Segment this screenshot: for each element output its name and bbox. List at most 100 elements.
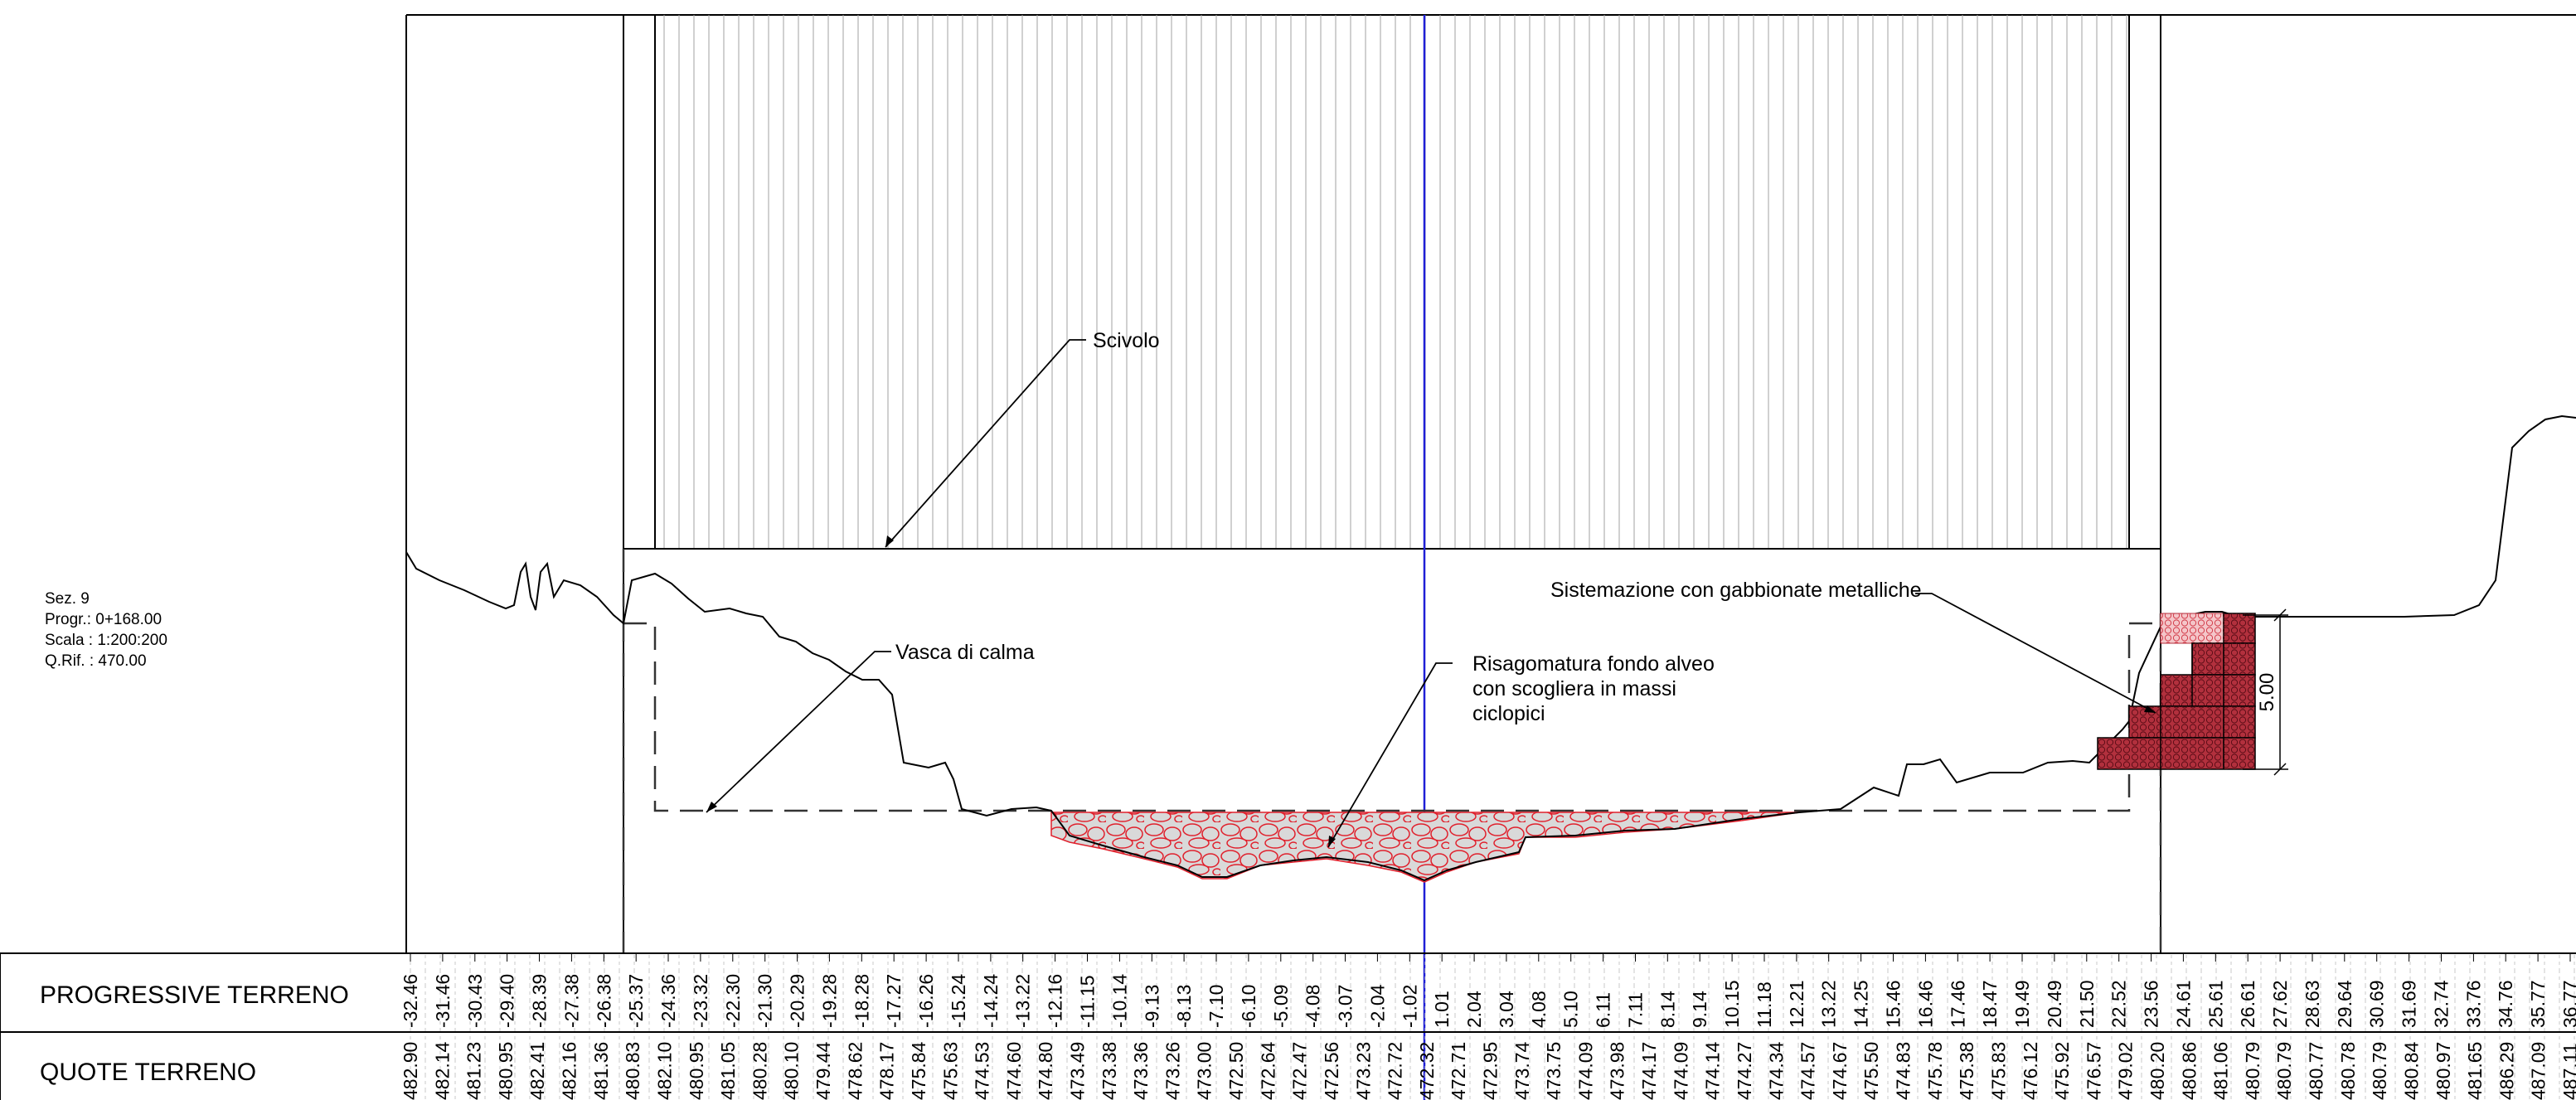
terrain-profile	[405, 414, 2576, 882]
progressive-value: 26.61	[2237, 980, 2258, 1028]
quote-value: 474.09	[1670, 1042, 1691, 1100]
progressive-value: 6.11	[1593, 992, 1614, 1028]
quote-value: 481.36	[590, 1042, 612, 1100]
leader-lines	[706, 339, 2156, 848]
progressive-value: 27.62	[2269, 980, 2291, 1028]
gabbionate-label: Sistemazione con gabbionate metalliche	[1550, 579, 1922, 602]
progressive-value: 24.61	[2172, 980, 2194, 1028]
gabion-wall	[2097, 613, 2256, 770]
quote-value: 480.83	[622, 1042, 643, 1100]
progressive-value: 4.08	[1528, 991, 1550, 1028]
progressive-value: -3.07	[1335, 985, 1356, 1028]
progressive-row-header: PROGRESSIVE TERRENO	[40, 981, 349, 1009]
quote-value: 474.09	[1574, 1042, 1596, 1100]
progressive-value: -30.43	[464, 974, 486, 1028]
data-table: PROGRESSIVE TERRENO QUOTE TERRENO -32.46…	[0, 952, 2576, 1100]
progressive-value: 14.25	[1851, 980, 1872, 1028]
quote-value: 472.95	[1480, 1042, 1501, 1100]
progressive-value: 16.46	[1914, 980, 1936, 1028]
quote-value: 482.14	[431, 1041, 453, 1100]
progressive-value: -25.37	[625, 974, 647, 1028]
quote-value: 473.23	[1352, 1042, 1374, 1100]
scivolo-label: Scivolo	[1093, 329, 1160, 352]
leader-arrows	[706, 535, 2156, 847]
scivolo-region	[623, 15, 2161, 953]
progressive-value: 22.52	[2108, 980, 2130, 1028]
quote-value: 481.05	[717, 1042, 739, 1100]
quote-value: 472.47	[1289, 1042, 1311, 1100]
progressive-value: 36.77	[2559, 980, 2576, 1028]
progressive-value: -1.02	[1399, 985, 1420, 1028]
quote-value: 479.02	[2115, 1042, 2137, 1100]
progressive-value: -5.09	[1270, 985, 1292, 1028]
quote-value: 481.06	[2210, 1042, 2232, 1100]
progressive-value: -24.36	[657, 974, 679, 1028]
progressive-value: -23.32	[690, 974, 711, 1028]
quote-value: 479.44	[813, 1041, 834, 1100]
progressive-value: 10.15	[1721, 980, 1743, 1028]
progressive-value: 13.22	[1818, 980, 1840, 1028]
quote-value: 472.56	[1321, 1042, 1342, 1100]
quote-value: 480.28	[749, 1042, 770, 1100]
progressive-value: -2.04	[1366, 984, 1388, 1028]
quote-value: 481.23	[463, 1042, 485, 1100]
dimension-label: 5.00	[2256, 673, 2278, 712]
quote-value: 480.78	[2337, 1042, 2359, 1100]
progressive-value: 2.04	[1463, 991, 1485, 1028]
quote-value: 480.10	[781, 1042, 803, 1100]
quote-value: 474.34	[1765, 1041, 1787, 1100]
quote-value: 480.20	[2147, 1042, 2168, 1100]
progressive-value: 23.56	[2141, 980, 2162, 1028]
progressive-value: -32.46	[400, 974, 421, 1028]
quote-value: 480.79	[2242, 1042, 2263, 1100]
progressive-value: -18.28	[851, 974, 872, 1028]
quote-value: 473.98	[1607, 1042, 1628, 1100]
quote-value: 475.78	[1924, 1042, 1946, 1100]
quote-value: 474.14	[1702, 1041, 1724, 1100]
height-dimension: 5.00	[2243, 608, 2288, 776]
progressive-value: 5.10	[1560, 991, 1582, 1028]
progressive-value: -20.29	[787, 974, 808, 1028]
quote-value: 473.74	[1511, 1041, 1533, 1100]
progressive-value: 33.76	[2462, 980, 2484, 1028]
progressive-value: 19.49	[2011, 980, 2033, 1028]
progressive-value: -6.10	[1238, 985, 1259, 1028]
quote-value: 474.60	[1003, 1042, 1025, 1100]
progressive-value: 15.46	[1883, 980, 1904, 1028]
progressive-value: -26.38	[593, 974, 614, 1028]
progressive-value: -17.27	[883, 974, 905, 1028]
riprap-stones	[1050, 812, 1800, 883]
quote-value: 473.75	[1543, 1042, 1565, 1100]
quote-value: 482.16	[559, 1042, 580, 1100]
progressive-value: 29.64	[2334, 980, 2355, 1028]
quote-value: 478.62	[844, 1042, 866, 1100]
quote-value: 487.09	[2528, 1042, 2549, 1100]
quote-value: 478.17	[876, 1042, 898, 1100]
quote-value: 474.27	[1734, 1042, 1755, 1100]
table-tick-values: -32.46 -31.46 -30.43 -29.40 -28.39 -27.38 -26.…	[400, 953, 2576, 1100]
section-number: Sez. 9	[45, 590, 90, 608]
progressive-value: 1.01	[1431, 991, 1453, 1028]
section-progressive: Progr.: 0+168.00	[45, 611, 162, 628]
progressive-value: -27.38	[560, 974, 582, 1028]
progressive-value: 11.18	[1754, 981, 1775, 1028]
progressive-value: -13.22	[1012, 974, 1034, 1028]
progressive-value: 28.63	[2302, 980, 2323, 1028]
quote-value: 480.77	[2306, 1042, 2327, 1100]
quote-value: 473.38	[1099, 1042, 1120, 1100]
risagomatura-label-line-2: con scogliera in massi	[1472, 677, 1676, 700]
progressive-value: -28.39	[529, 974, 551, 1028]
section-scale: Scala : 1:200:200	[45, 632, 167, 649]
quote-value: 475.38	[1956, 1042, 1977, 1100]
progressive-value: 31.69	[2399, 980, 2420, 1028]
progressive-value: -15.24	[948, 974, 969, 1028]
progressive-value: 7.11	[1625, 992, 1647, 1028]
quote-value: 475.50	[1860, 1042, 1882, 1100]
progressive-value: -9.13	[1141, 985, 1162, 1028]
vasca-outline	[622, 549, 2162, 953]
quote-value: 487.11	[2559, 1043, 2576, 1100]
progressive-value: -19.28	[818, 974, 840, 1028]
quote-value: 474.83	[1893, 1042, 1914, 1100]
quote-value: 480.95	[686, 1042, 707, 1100]
